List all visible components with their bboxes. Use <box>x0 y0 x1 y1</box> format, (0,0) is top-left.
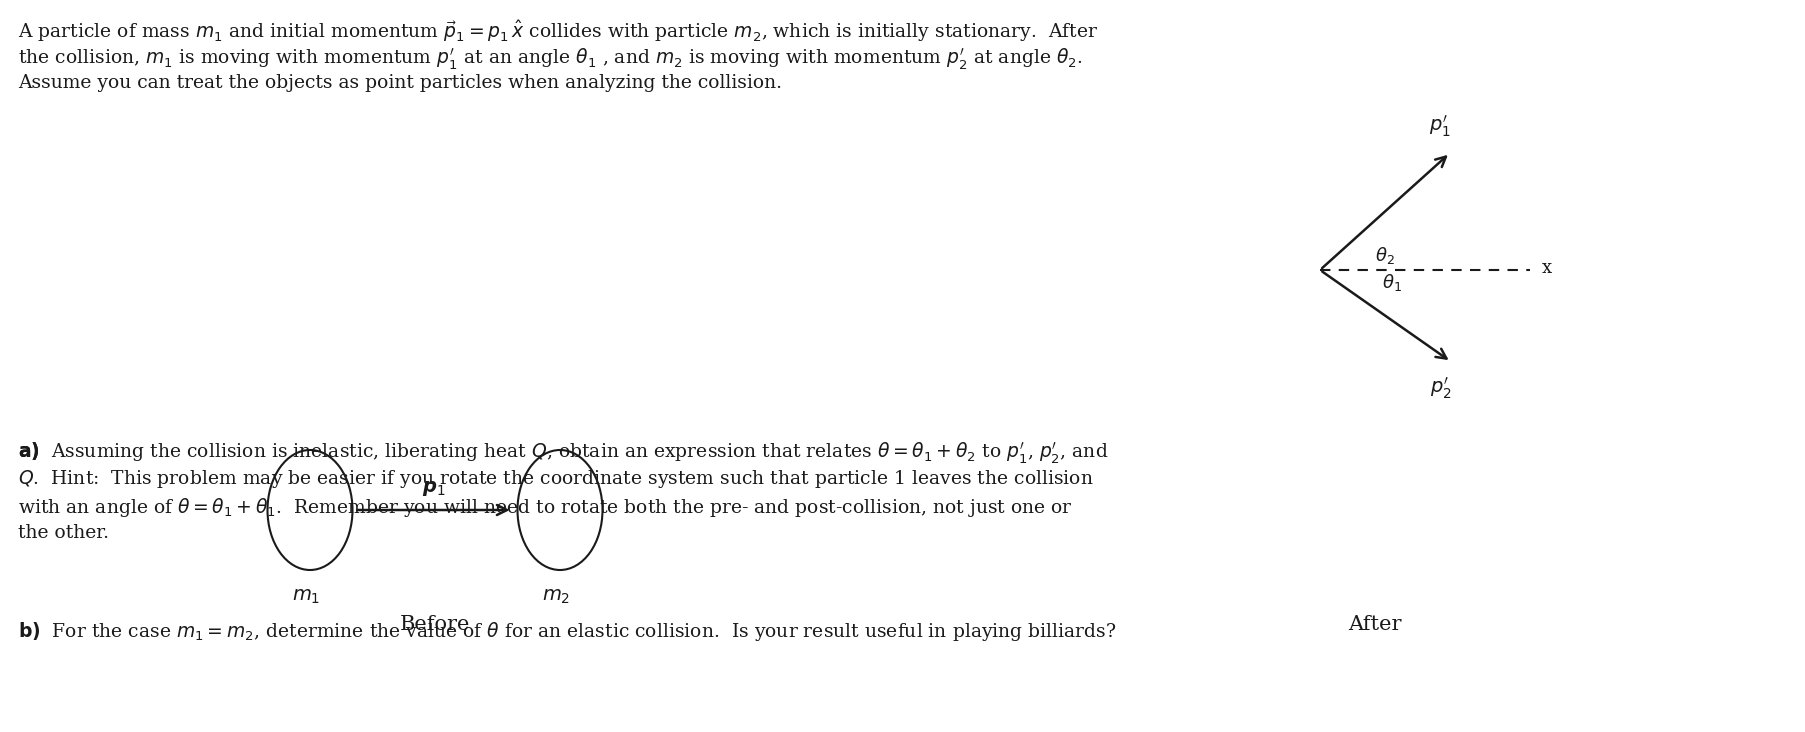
Text: the other.: the other. <box>18 524 108 542</box>
Text: $\mathbf{b)}$  For the case $m_1 = m_2$, determine the value of $\theta$ for an : $\mathbf{b)}$ For the case $m_1 = m_2$, … <box>18 620 1115 643</box>
Text: $Q$.  Hint:  This problem may be easier if you rotate the coordinate system such: $Q$. Hint: This problem may be easier if… <box>18 468 1094 490</box>
Text: $\mathbf{a)}$: $\mathbf{a)}$ <box>18 440 40 462</box>
Text: the collision, $m_1$ is moving with momentum $p_1^{\prime}$ at an angle $\theta_: the collision, $m_1$ is moving with mome… <box>18 46 1083 72</box>
Text: After: After <box>1348 615 1401 634</box>
Text: $p_1^{\prime}$: $p_1^{\prime}$ <box>1428 113 1449 139</box>
Text: $m_2$: $m_2$ <box>542 588 570 606</box>
Text: $\boldsymbol{p}_1$: $\boldsymbol{p}_1$ <box>421 479 446 498</box>
Text: $\theta_1$: $\theta_1$ <box>1381 272 1401 293</box>
Text: $m_1$: $m_1$ <box>292 588 319 606</box>
Text: Assume you can treat the objects as point particles when analyzing the collision: Assume you can treat the objects as poin… <box>18 74 782 92</box>
Text: $\mathbf{a)}$  Assuming the collision is inelastic, liberating heat $Q$, obtain : $\mathbf{a)}$ Assuming the collision is … <box>18 440 1108 466</box>
Text: with an angle of $\theta = \theta_1 + \theta_1$.  Remember you will need to rota: with an angle of $\theta = \theta_1 + \t… <box>18 496 1072 519</box>
Text: A particle of mass $m_1$ and initial momentum $\vec{p}_1 = p_1\,\hat{x}$ collide: A particle of mass $m_1$ and initial mom… <box>18 18 1097 44</box>
Text: $\theta_2$: $\theta_2$ <box>1374 245 1393 266</box>
Text: Before: Before <box>399 615 469 634</box>
Text: x: x <box>1541 259 1550 277</box>
Text: $p_2^{\prime}$: $p_2^{\prime}$ <box>1430 376 1451 401</box>
